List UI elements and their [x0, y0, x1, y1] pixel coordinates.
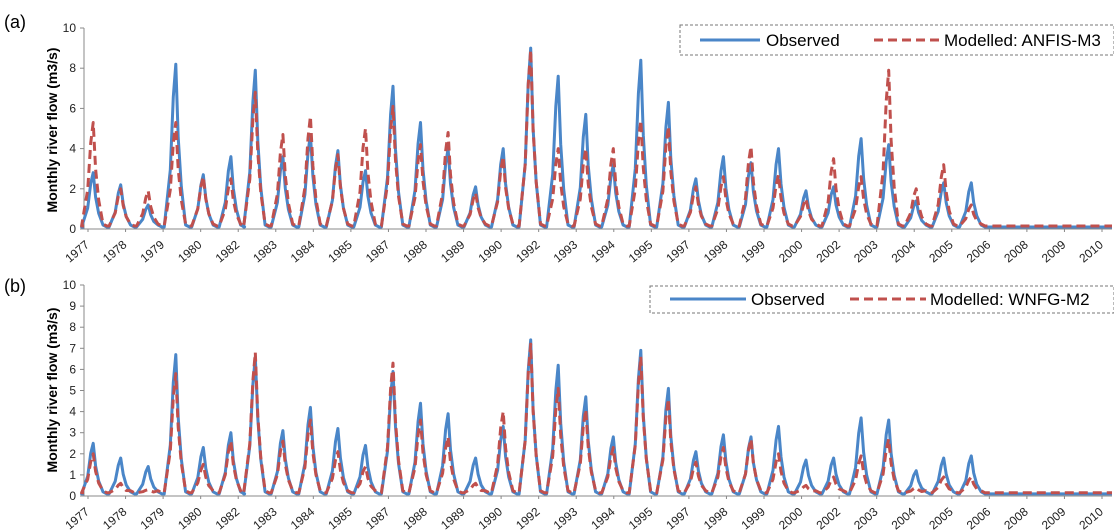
panel-a-x-tick-label: 1980: [175, 237, 205, 265]
panel-b-x-tick-label: 1982: [213, 504, 243, 532]
panel-b-x-tick-label: 1992: [513, 504, 543, 532]
panel-b-x-tick-label: 1999: [738, 504, 768, 532]
panel-a-y-tick-label: 10: [63, 21, 77, 35]
panel-a-y-tick-label: 8: [69, 61, 76, 75]
panel-b-axes: [83, 285, 1112, 497]
panel-b-x-tick-label: 1997: [663, 504, 693, 532]
panel-a-x-tick-label: 1992: [513, 237, 543, 265]
panel-a-x-tick-label: 1990: [476, 237, 506, 265]
panel-a-x-tick-label: 2002: [814, 237, 844, 265]
panel-b-y-tick-label: 6: [69, 362, 76, 376]
panel-b-legend-modelled-label: Modelled: WNFG-M2: [930, 290, 1090, 309]
panel-a-x-tick-label: 1984: [288, 237, 318, 265]
panel-b-y-tick-label: 10: [63, 278, 77, 292]
panel-a-legend-observed-label: Observed: [766, 31, 840, 50]
panel-a-x-tick-label: 1999: [738, 237, 768, 265]
panel-b-y-axis-title: Monthly river flow (m3/s): [44, 308, 60, 473]
panel-a-y-tick-label: 2: [69, 182, 76, 196]
panel-a-x-tick-label: 1994: [588, 237, 618, 265]
panel-a-x-tick-label: 1987: [363, 237, 393, 265]
panel-b-x-tick-label: 2004: [889, 504, 919, 532]
panel-b-y-tick-label: 0: [69, 489, 76, 503]
panel-b-x-tick-label: 1993: [551, 504, 581, 532]
panel-b-y-tick-label: 1: [69, 468, 76, 482]
panel-b-x-tick-label: 2002: [814, 504, 844, 532]
panel-a-x-tick-label: 1989: [438, 237, 468, 265]
panel-b-y-ticks: 0 1 2 3 4 5 6 7 8 9 10: [63, 278, 84, 503]
panel-b-y-tick-label: 2: [69, 447, 76, 461]
panel-b-x-tick-label: 1977: [62, 504, 92, 532]
panel-b-x-tick-label: 1978: [100, 504, 130, 532]
panel-b-y-tick-label: 9: [69, 299, 76, 313]
panel-a-x-tick-label: 1982: [213, 237, 243, 265]
panel-a-x-tick-label: 2008: [1001, 237, 1031, 265]
panel-a-legend-modelled-label: Modelled: ANFIS-M3: [944, 31, 1101, 50]
panel-a-x-tick-label: 2010: [1076, 237, 1106, 265]
panel-b-y-tick-label: 4: [69, 405, 76, 419]
panel-b-modelled-line: [80, 342, 1112, 495]
panel-b-legend: Observed Modelled: WNFG-M2: [649, 285, 1114, 314]
panel-a-x-tick-label: 2006: [964, 237, 994, 265]
panel-b-legend-observed-label: Observed: [751, 290, 825, 309]
panel-b-x-tick-label: 2010: [1076, 504, 1106, 532]
panel-b-x-tick-label: 1989: [438, 504, 468, 532]
panel-b-y-tick-label: 7: [69, 341, 76, 355]
panel-a-x-tick-label: 1977: [62, 237, 92, 265]
panel-a-x-tick-label: 1997: [663, 237, 693, 265]
panel-a-x-tick-label: 2003: [851, 237, 881, 265]
panel-b-y-tick-label: 3: [69, 426, 76, 440]
panel-a-y-tick-label: 6: [69, 101, 76, 115]
panel-b-y-tick-label: 5: [69, 384, 76, 398]
panel-b-x-ticks: 1977 1978 1979 1980 1982 1983 1984 1985 1987 1988…: [62, 496, 1106, 532]
panel-a-x-tick-label: 1978: [100, 237, 130, 265]
panel-a-x-tick-label: 1988: [400, 237, 430, 265]
panel-b: (b) Monthly river flow (m3/s) 0 1 2 3 4 5 6 7 8 9…: [4, 276, 1114, 532]
panel-b-x-tick-label: 1987: [363, 504, 393, 532]
panel-b-x-tick-label: 1998: [701, 504, 731, 532]
panel-a-y-tick-label: 0: [69, 222, 76, 236]
panel-a-x-tick-label: 2005: [926, 237, 956, 265]
panel-b-x-tick-label: 2005: [926, 504, 956, 532]
panel-b-x-tick-label: 1988: [400, 504, 430, 532]
panel-b-x-tick-label: 1984: [288, 504, 318, 532]
panel-b-x-tick-label: 1994: [588, 504, 618, 532]
panel-a-x-tick-label: 2000: [776, 237, 806, 265]
panel-a-y-ticks: 0 2 4 6 8 10: [63, 21, 84, 236]
panel-b-label: (b): [4, 276, 26, 296]
panel-a-x-tick-label: 1979: [138, 237, 168, 265]
panel-b-x-tick-label: 1990: [476, 504, 506, 532]
panel-b-x-tick-label: 1983: [250, 504, 280, 532]
panel-a-x-tick-label: 1993: [551, 237, 581, 265]
panel-b-x-tick-label: 2006: [964, 504, 994, 532]
panel-a-x-tick-label: 2009: [1039, 237, 1069, 265]
panel-b-x-tick-label: 1979: [138, 504, 168, 532]
panel-a-x-tick-label: 1983: [250, 237, 280, 265]
panel-b-x-tick-label: 2009: [1039, 504, 1069, 532]
panel-a-y-axis-title: Monthly river flow (m3/s): [44, 48, 60, 213]
panel-a-axes: [83, 28, 1112, 230]
panel-a-x-ticks: 1977 1978 1979 1980 1982 1983 1984 1985 1987 1988…: [62, 229, 1106, 265]
panel-b-x-tick-label: 2008: [1001, 504, 1031, 532]
panel-a-y-tick-label: 4: [69, 142, 76, 156]
panel-a: (a) Monthly river flow (m3/s) 0 2 4 6 8 10 19…: [4, 12, 1114, 265]
panel-a-x-tick-label: 1985: [325, 237, 355, 265]
panel-a-observed-line: [80, 46, 1112, 229]
panel-b-observed-line: [80, 338, 1112, 496]
panel-a-x-tick-label: 1998: [701, 237, 731, 265]
panel-b-x-tick-label: 2000: [776, 504, 806, 532]
panel-a-label: (a): [4, 12, 26, 32]
panel-a-x-tick-label: 1995: [626, 237, 656, 265]
panel-b-x-tick-label: 1980: [175, 504, 205, 532]
panel-b-x-tick-label: 2003: [851, 504, 881, 532]
panel-a-x-tick-label: 2004: [889, 237, 919, 265]
panel-b-y-tick-label: 8: [69, 320, 76, 334]
panel-b-x-tick-label: 1995: [626, 504, 656, 532]
panel-a-legend: Observed Modelled: ANFIS-M3: [679, 24, 1114, 56]
panel-b-x-tick-label: 1985: [325, 504, 355, 532]
panel-a-modelled-line: [80, 48, 1112, 228]
